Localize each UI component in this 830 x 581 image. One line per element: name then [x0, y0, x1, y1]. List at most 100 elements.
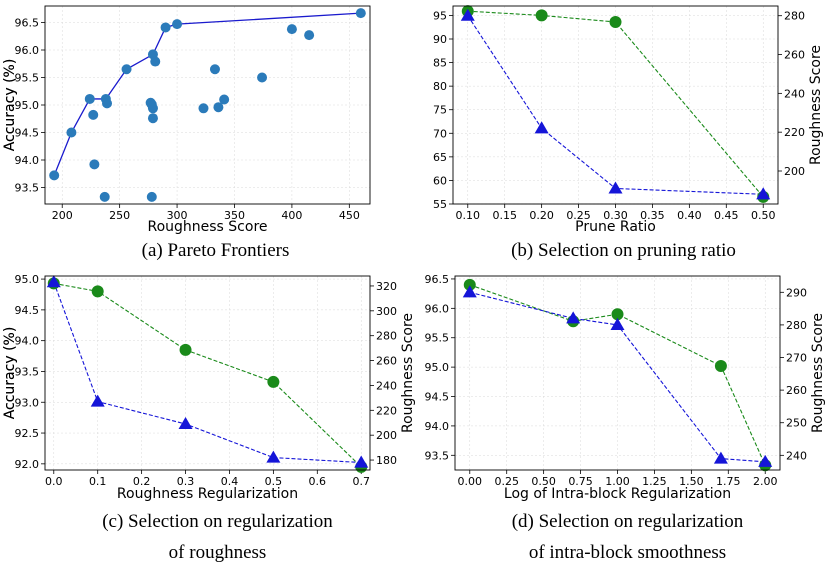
x-tick-label: 0.20	[529, 209, 554, 222]
y-right-tick-label: 220	[376, 404, 397, 417]
y-right-tick-label: 200	[784, 165, 805, 178]
y-tick-label: 95.0	[15, 99, 40, 112]
y-tick-label: 92.5	[15, 427, 40, 440]
y-right-tick-label: 270	[786, 352, 807, 365]
x-tick-label: 400	[281, 209, 302, 222]
x-tick-label: 0.10	[456, 209, 481, 222]
roughness-point	[90, 394, 105, 407]
y-right-tick-label: 290	[786, 286, 807, 299]
y-tick-label: 96.0	[15, 44, 40, 57]
x-tick-label: 0.35	[640, 209, 665, 222]
scatter-point	[146, 191, 157, 202]
scatter-point	[198, 103, 209, 114]
x-axis-label: Log of Intra-block Regularization	[504, 486, 731, 502]
scatter-point	[99, 191, 110, 202]
x-tick-label: 350	[224, 209, 245, 222]
roughness-series-line	[53, 282, 362, 464]
accuracy-point	[535, 9, 548, 22]
y-tick-label: 85	[433, 57, 447, 70]
y-tick-label: 90	[433, 33, 447, 46]
scatter-point	[88, 109, 99, 120]
accuracy-series-line	[53, 282, 362, 468]
y-tick-label: 94.5	[425, 391, 450, 404]
roughness-point	[178, 416, 193, 430]
x-tick-label: 300	[167, 209, 188, 222]
x-tick-label: 0.50	[531, 475, 556, 488]
roughness-series-line	[467, 15, 764, 195]
pareto-frontier-line	[53, 12, 361, 176]
y-tick-label: 93.0	[15, 396, 40, 409]
roughness-point	[462, 285, 477, 298]
scatter-point	[304, 30, 315, 41]
y-right-tick-label: 240	[784, 87, 805, 100]
scatter-point	[160, 22, 171, 33]
x-tick-label: 0.25	[566, 209, 591, 222]
scatter-point	[213, 102, 224, 113]
y-tick-label: 65	[433, 151, 447, 164]
scatter-point	[49, 170, 60, 181]
subplot-caption-line: of roughness	[169, 542, 267, 563]
y-tick-label: 95.5	[425, 332, 450, 345]
y-right-tick-label: 220	[784, 126, 805, 139]
y-axis-label-right: Roughness Score	[400, 313, 416, 433]
y-tick-label: 94.5	[15, 304, 40, 317]
x-tick-label: 0.00	[458, 475, 483, 488]
scatter-point	[121, 64, 132, 75]
x-tick-label: 0.75	[568, 475, 593, 488]
scatter-point	[147, 113, 158, 124]
accuracy-point	[714, 359, 727, 372]
y-tick-label: 93.5	[425, 449, 450, 462]
accuracy-series-line	[469, 284, 766, 466]
y-tick-label: 70	[433, 127, 447, 140]
y-right-tick-label: 280	[784, 10, 805, 23]
scatter-point	[172, 19, 183, 30]
y-tick-label: 95.0	[15, 273, 40, 286]
chart-a: 200 250 300 350 400 450 Roughness Score 93.5 94.…	[2, 5, 371, 261]
y-right-tick-label: 260	[784, 49, 805, 62]
x-tick-label: 0.1	[89, 475, 107, 488]
y-tick-label: 92.0	[15, 458, 40, 471]
x-tick-label: 450	[339, 209, 360, 222]
accuracy-point	[267, 375, 280, 388]
roughness-point	[713, 451, 728, 464]
x-tick-label: 0.2	[133, 475, 151, 488]
scatter-point	[102, 98, 113, 109]
roughness-point	[460, 8, 475, 21]
y-tick-label: 96.0	[425, 302, 450, 315]
y-axis-label-right: Roughness Score	[810, 313, 826, 433]
y-tick-label: 95.0	[425, 361, 450, 374]
x-tick-label: 0.0	[45, 475, 63, 488]
y-right-tick-label: 240	[786, 449, 807, 462]
y-tick-label: 80	[433, 80, 447, 93]
y-tick-label: 55	[433, 198, 447, 211]
y-right-tick-label: 280	[376, 330, 397, 343]
y-right-tick-label: 280	[786, 319, 807, 332]
plot-frame	[452, 5, 779, 205]
x-tick-label: 0.6	[309, 475, 327, 488]
x-tick-label: 0.7	[352, 475, 370, 488]
chart-c: 0.0 0.1 0.2 0.3 0.4 0.5 0.6 0.7 Roughness Regula…	[2, 273, 416, 563]
y-right-tick-label: 300	[376, 305, 397, 318]
x-axis-label: Roughness Score	[147, 219, 267, 235]
roughness-point	[46, 275, 61, 288]
roughness-point	[534, 121, 549, 134]
scatter-point	[219, 94, 230, 105]
subplot-caption: (b) Selection on pruning ratio	[511, 240, 736, 261]
y-tick-label: 93.5	[15, 365, 40, 378]
x-tick-label: 0.40	[677, 209, 702, 222]
x-tick-label: 1.25	[642, 475, 667, 488]
roughness-point	[266, 450, 281, 463]
x-tick-label: 250	[109, 209, 130, 222]
roughness-point	[608, 181, 623, 194]
y-tick-label: 96.5	[15, 17, 40, 30]
y-axis-label-left: Accuracy (%)	[2, 59, 18, 152]
scatter-point	[66, 127, 77, 138]
chart-d: 0.00 0.25 0.50 0.75 1.00 1.25 1.50 1.75 2.00 Log …	[2, 273, 826, 563]
x-tick-label: 0.4	[221, 475, 239, 488]
accuracy-point	[179, 343, 192, 356]
x-tick-label: 1.00	[605, 475, 630, 488]
y-axis-label-left: Accuracy (%)	[2, 59, 18, 152]
y-right-tick-label: 200	[376, 429, 397, 442]
y-tick-label: 93.5	[15, 182, 40, 195]
x-tick-label: 0.3	[177, 475, 195, 488]
